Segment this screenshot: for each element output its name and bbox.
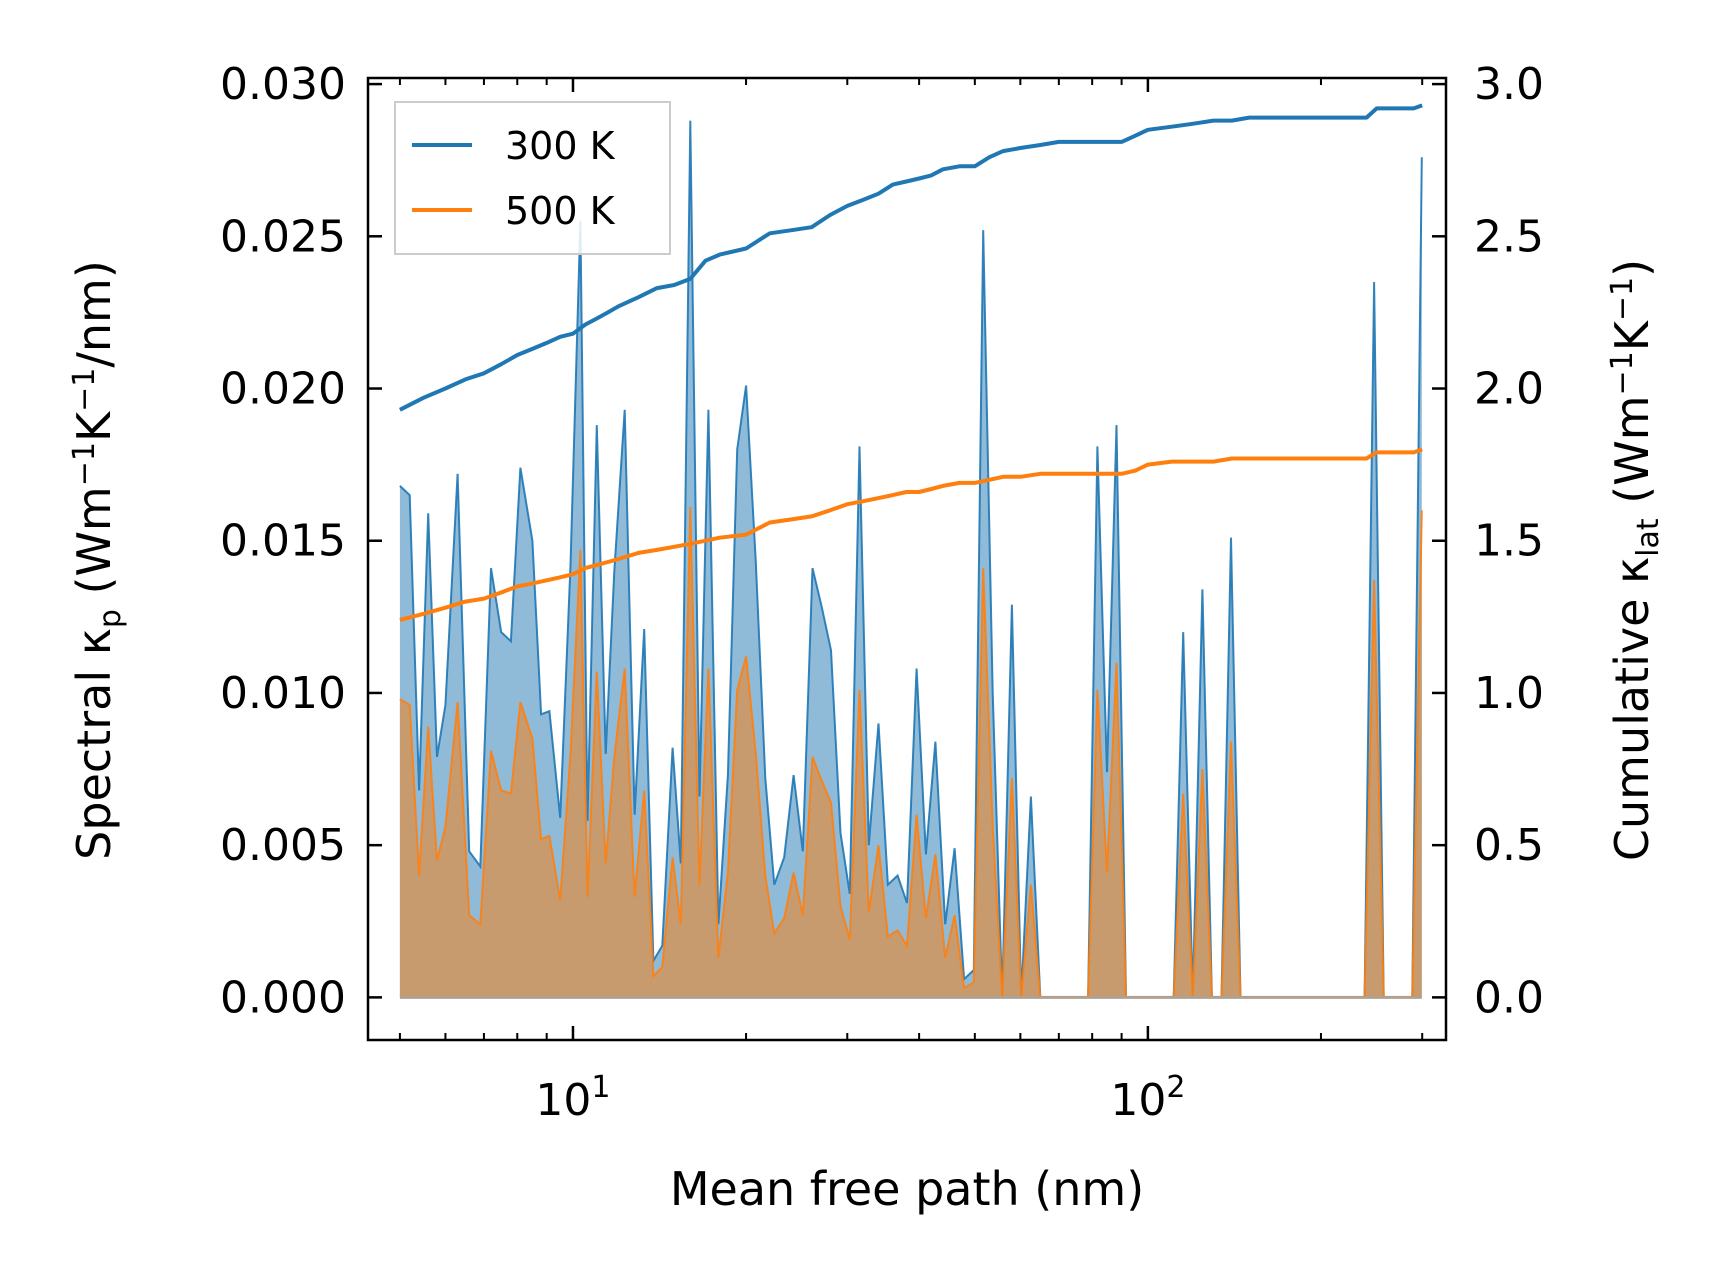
y-right-tick-label: 0.5 (1474, 820, 1544, 871)
y-right-tick-label: 2.5 (1474, 211, 1544, 262)
x-tick-label: 102 (1110, 1070, 1185, 1126)
legend-box (394, 101, 671, 255)
y-left-tick-label: 0.010 (220, 668, 346, 719)
x-axis-label: Mean free path (nm) (670, 1162, 1144, 1216)
y-left-tick-label: 0.000 (220, 972, 346, 1023)
cumulative-500k-line (399, 447, 1423, 622)
legend-label-300k: 300 K (505, 124, 616, 168)
y-axis-label-left: Spectral κp (Wm−1K−1/nm) (67, 260, 128, 860)
x-tick-label: 101 (535, 1070, 610, 1126)
cumulative-300k-line (398, 103, 1423, 412)
y-right-tick-label: 1.5 (1474, 516, 1544, 567)
y-left-tick-label: 0.005 (220, 820, 346, 871)
y-axis-label-right: Cumulative κlat (Wm−1K−1) (1605, 259, 1666, 861)
plot-frame (366, 76, 1448, 1042)
y-right-tick-label: 0.0 (1474, 972, 1544, 1023)
y-left-tick-label: 0.025 (220, 211, 346, 262)
y-right-tick-label: 1.0 (1474, 668, 1544, 719)
legend: 300 K 500 K (394, 101, 671, 255)
y-left-tick-label: 0.030 (220, 59, 346, 110)
legend-label-500k: 500 K (505, 189, 616, 233)
y-right-tick-label: 2.0 (1474, 364, 1544, 415)
axes: 0.000 0.005 0.010 0.015 0.020 0.025 0.030 0.0 0.… (220, 59, 1544, 1126)
plot-area (398, 103, 1423, 999)
y-left-tick-label: 0.020 (220, 364, 346, 415)
y-left-tick-label: 0.015 (220, 516, 346, 567)
y-right-tick-label: 3.0 (1474, 59, 1544, 110)
